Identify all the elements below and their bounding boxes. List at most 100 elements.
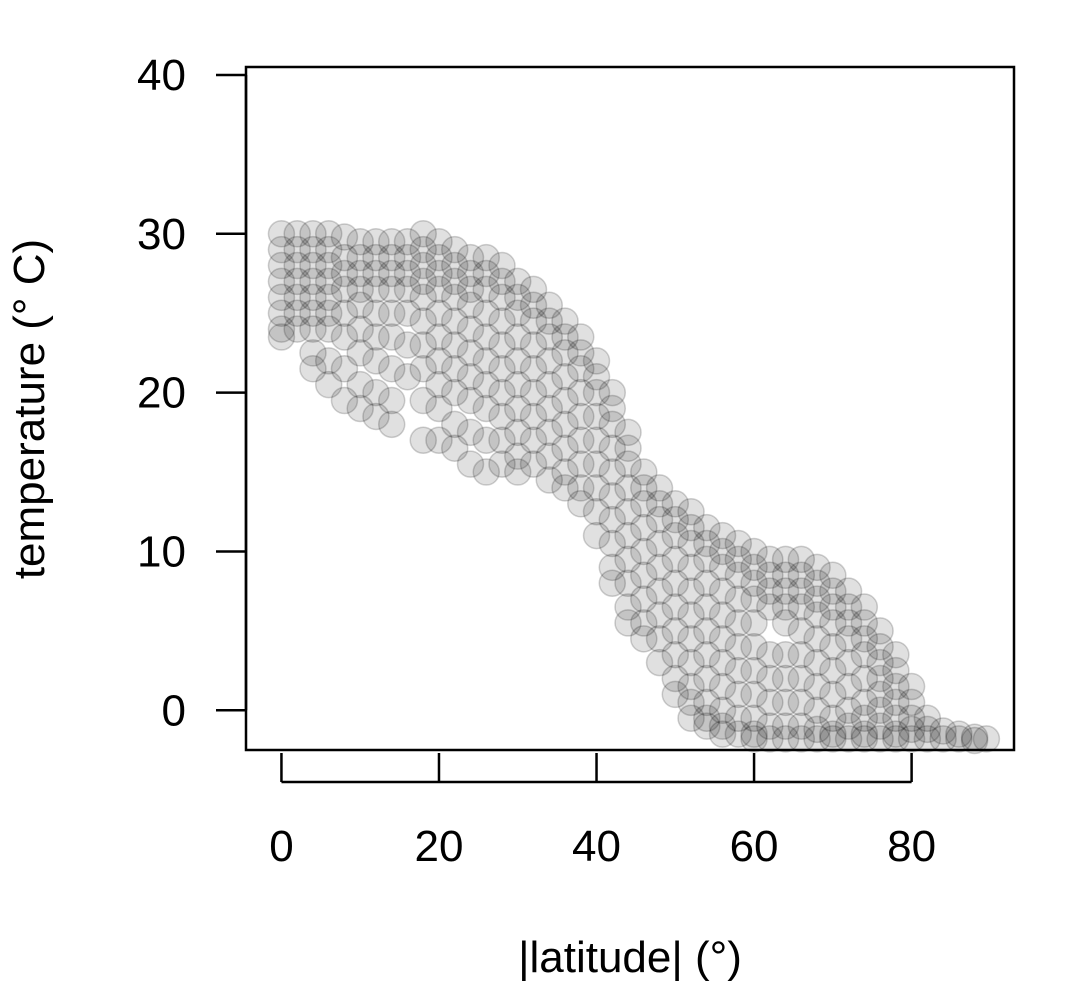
scatter-point bbox=[377, 299, 406, 327]
scatter-point bbox=[330, 386, 359, 415]
scatter-point bbox=[661, 640, 690, 669]
scatter-point bbox=[551, 434, 579, 462]
scatter-point bbox=[314, 283, 343, 312]
scatter-point bbox=[472, 347, 500, 375]
scatter-point bbox=[693, 712, 721, 740]
y-tick-label: 40 bbox=[137, 51, 186, 100]
scatter-point bbox=[519, 402, 548, 431]
scatter-point bbox=[551, 386, 579, 415]
scatter-point bbox=[504, 299, 532, 327]
scatter-point bbox=[535, 370, 564, 399]
scatter-point bbox=[803, 569, 831, 597]
scatter-point bbox=[362, 227, 390, 256]
scatter-point bbox=[693, 640, 721, 669]
scatter-point bbox=[708, 521, 737, 550]
scatter-point bbox=[945, 720, 973, 748]
scatter-point bbox=[535, 442, 564, 470]
scatter-point bbox=[582, 378, 611, 407]
scatter-point bbox=[708, 625, 737, 653]
scatter-point bbox=[819, 609, 847, 637]
scatter-point bbox=[803, 696, 831, 725]
scatter-point bbox=[803, 648, 831, 677]
scatter-point bbox=[614, 609, 642, 637]
scatter-point bbox=[645, 505, 674, 534]
scatter-point bbox=[614, 434, 642, 462]
scatter-point bbox=[362, 323, 390, 351]
scatter-point bbox=[314, 315, 343, 343]
scatter-point bbox=[756, 664, 784, 693]
scatter-point bbox=[724, 609, 753, 637]
scatter-point bbox=[724, 720, 753, 748]
scatter-point bbox=[377, 243, 406, 272]
scatter-point bbox=[897, 704, 926, 732]
scatter-point bbox=[614, 418, 642, 447]
scatter-point bbox=[393, 362, 422, 391]
scatter-point bbox=[819, 725, 847, 753]
scatter-point bbox=[535, 418, 564, 447]
scatter-point bbox=[567, 474, 595, 502]
scatter-point bbox=[756, 688, 784, 717]
scatter-point bbox=[409, 426, 437, 455]
scatter-point bbox=[661, 505, 690, 534]
scatter-point bbox=[409, 307, 437, 335]
x-tick-label: 0 bbox=[269, 822, 293, 871]
scatter-point bbox=[819, 680, 847, 709]
scatter-point bbox=[582, 450, 611, 478]
scatter-point bbox=[425, 275, 453, 304]
scatter-point bbox=[567, 339, 595, 367]
scatter-point bbox=[598, 378, 627, 407]
scatter-point bbox=[834, 648, 863, 677]
scatter-point bbox=[314, 251, 343, 280]
scatter-point bbox=[598, 569, 627, 597]
scatter-point bbox=[377, 410, 406, 439]
scatter-point bbox=[488, 307, 516, 335]
scatter-point bbox=[819, 720, 847, 748]
scatter-point bbox=[551, 307, 579, 335]
scatter-point bbox=[598, 553, 627, 582]
scatter-point bbox=[283, 235, 311, 264]
scatter-point bbox=[267, 299, 296, 327]
scatter-point bbox=[551, 339, 579, 367]
scatter-point bbox=[850, 640, 879, 669]
scatter-point bbox=[929, 725, 957, 753]
scatter-point bbox=[850, 609, 879, 637]
scatter-point bbox=[440, 355, 469, 383]
scatter-point bbox=[787, 561, 816, 590]
scatter-point bbox=[834, 625, 863, 653]
scatter-point bbox=[866, 664, 894, 693]
scatter-point bbox=[677, 601, 705, 629]
scatter-point bbox=[645, 577, 674, 605]
scatter-point bbox=[551, 410, 579, 439]
scatter-point bbox=[314, 220, 343, 248]
scatter-point bbox=[362, 259, 390, 288]
scatter-point bbox=[409, 235, 437, 264]
scatter-point bbox=[787, 640, 816, 669]
scatter-point bbox=[787, 664, 816, 693]
scatter-point bbox=[866, 633, 894, 661]
scatter-point bbox=[645, 601, 674, 629]
scatter-point bbox=[960, 726, 989, 755]
scatter-point bbox=[299, 283, 327, 312]
scatter-point bbox=[299, 235, 327, 264]
scatter-point bbox=[630, 537, 658, 566]
scatter-point bbox=[661, 593, 690, 621]
scatter-point bbox=[771, 712, 800, 740]
scatter-point bbox=[582, 521, 611, 550]
y-tick-label: 30 bbox=[137, 210, 186, 259]
scatter-point bbox=[504, 283, 532, 312]
scatter-point bbox=[740, 656, 768, 685]
scatter-point bbox=[661, 521, 690, 550]
scatter-point bbox=[882, 640, 910, 669]
scatter-point bbox=[850, 688, 879, 717]
scatter-point bbox=[567, 323, 595, 351]
scatter-point bbox=[740, 720, 768, 748]
scatter-point bbox=[866, 725, 894, 753]
scatter-point bbox=[346, 259, 374, 288]
scatter-point bbox=[693, 688, 721, 717]
scatter-point bbox=[756, 725, 784, 753]
scatter-point bbox=[362, 378, 390, 407]
y-tick-label: 0 bbox=[162, 686, 186, 735]
scatter-point bbox=[677, 648, 705, 677]
scatter-point bbox=[882, 725, 910, 753]
scatter-point bbox=[677, 513, 705, 542]
